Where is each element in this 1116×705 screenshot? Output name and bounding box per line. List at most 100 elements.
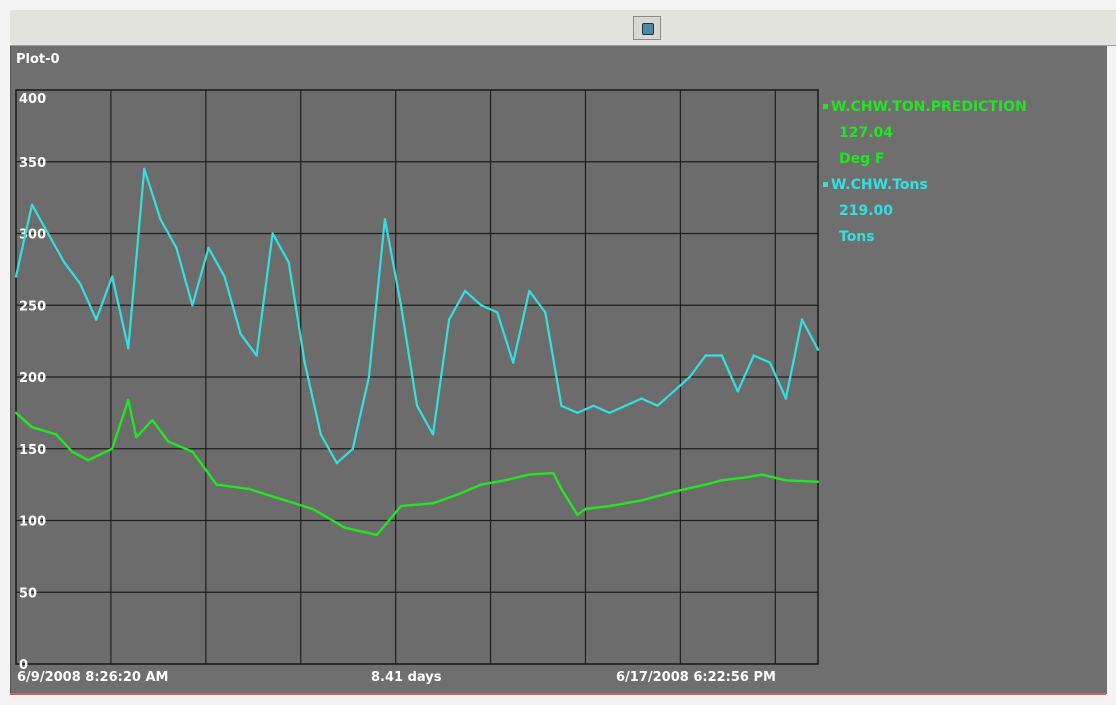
legend-unit-prediction: Deg F (839, 151, 885, 167)
data-point-tons (159, 217, 162, 221)
data-point-tons (816, 348, 820, 351)
data-point-tons (544, 311, 547, 314)
data-point-tons (143, 167, 146, 171)
data-point-prediction (375, 533, 379, 537)
data-point-prediction (151, 418, 154, 422)
data-point-prediction (70, 450, 74, 453)
data-point-prediction (54, 433, 58, 436)
y-tick-label: 50 (19, 586, 37, 601)
legend-name-prediction[interactable]: W.CHW.TON.PREDICTION (823, 94, 1103, 120)
data-point-tons (640, 397, 643, 400)
data-point-tons (624, 404, 627, 407)
data-point-prediction (431, 502, 435, 505)
legend-value-tons: 219.00 (839, 203, 894, 219)
legend-swatch-tons (823, 181, 828, 187)
data-point-prediction (744, 476, 748, 479)
data-point-tons (656, 404, 659, 407)
data-point-tons (496, 311, 499, 314)
data-point-prediction (399, 504, 403, 508)
data-point-prediction (14, 411, 18, 415)
data-point-prediction (816, 480, 820, 483)
data-point-tons (271, 232, 274, 235)
data-point-tons (383, 217, 387, 221)
legend-name-prediction-text: W.CHW.TON.PREDICTION (831, 99, 1027, 115)
data-point-tons (30, 203, 34, 206)
data-point-tons (399, 304, 403, 307)
data-point-prediction (560, 487, 563, 491)
data-point-tons (479, 304, 483, 307)
data-point-prediction (127, 398, 130, 402)
data-point-prediction (640, 499, 643, 502)
data-point-prediction (528, 473, 531, 476)
data-point-tons (287, 261, 290, 264)
data-point-prediction (191, 450, 194, 453)
data-point-prediction (455, 493, 459, 496)
data-point-prediction (111, 447, 114, 450)
data-point-prediction (247, 487, 250, 491)
legend-name-tons[interactable]: W.CHW.Tons (823, 172, 1103, 198)
data-point-tons (752, 354, 756, 357)
data-point-tons (95, 318, 98, 321)
data-point-prediction (311, 507, 314, 511)
data-point-tons (720, 354, 723, 357)
data-point-tons (672, 390, 675, 393)
data-point-tons (608, 411, 611, 415)
data-point-prediction (167, 440, 170, 443)
data-point-tons (415, 404, 419, 407)
data-point-tons (512, 361, 515, 364)
data-point-prediction (86, 459, 90, 462)
plot-title: Plot-0 (16, 52, 60, 67)
data-point-tons (431, 433, 435, 436)
data-point-prediction (279, 497, 282, 501)
data-point-prediction (343, 526, 347, 529)
time-end-label: 6/17/2008 6:22:56 PM (616, 670, 776, 685)
data-point-tons (111, 275, 114, 278)
data-point-tons (303, 361, 306, 364)
y-tick-label: 200 (19, 371, 46, 386)
data-point-tons (335, 461, 338, 465)
y-tick-label: 150 (19, 443, 46, 458)
window-glyph (642, 23, 654, 35)
data-point-prediction (552, 471, 555, 475)
data-point-prediction (215, 483, 218, 486)
window-toolbar (10, 10, 1116, 46)
data-point-tons (784, 397, 788, 400)
data-point-tons (207, 246, 210, 250)
time-span-label: 8.41 days (371, 670, 442, 685)
data-point-tons (576, 411, 579, 415)
data-point-tons (688, 375, 691, 379)
data-point-tons (560, 404, 563, 407)
legend-value-prediction: 127.04 (839, 125, 894, 141)
data-point-prediction (720, 479, 723, 482)
y-tick-label: 400 (19, 92, 46, 107)
data-point-prediction (784, 479, 788, 482)
legend-unit-tons: Tons (839, 229, 875, 245)
data-point-tons (78, 282, 82, 285)
data-point-tons (367, 375, 371, 379)
data-point-prediction (504, 479, 507, 482)
bottom-divider (10, 693, 1106, 695)
data-point-tons (191, 304, 194, 307)
data-point-tons (768, 361, 772, 364)
data-point-tons (800, 318, 804, 321)
series-line-prediction (15, 398, 819, 537)
data-point-tons (528, 289, 531, 293)
data-point-tons (447, 318, 451, 321)
data-point-tons (223, 275, 226, 278)
data-point-tons (127, 347, 130, 350)
legend-swatch-prediction (823, 103, 828, 109)
data-point-prediction (704, 483, 707, 486)
y-tick-label: 0 (19, 658, 28, 673)
data-point-prediction (479, 483, 483, 486)
data-point-prediction (760, 473, 764, 476)
window-icon[interactable] (633, 16, 661, 40)
data-point-prediction (135, 436, 138, 439)
data-point-tons (175, 246, 178, 250)
time-start-label: 6/9/2008 8:26:20 AM (17, 670, 169, 685)
data-point-prediction (584, 507, 587, 511)
data-point-tons (704, 354, 707, 357)
data-point-tons (736, 390, 739, 393)
y-tick-label: 100 (19, 515, 46, 530)
data-point-tons (255, 354, 258, 357)
